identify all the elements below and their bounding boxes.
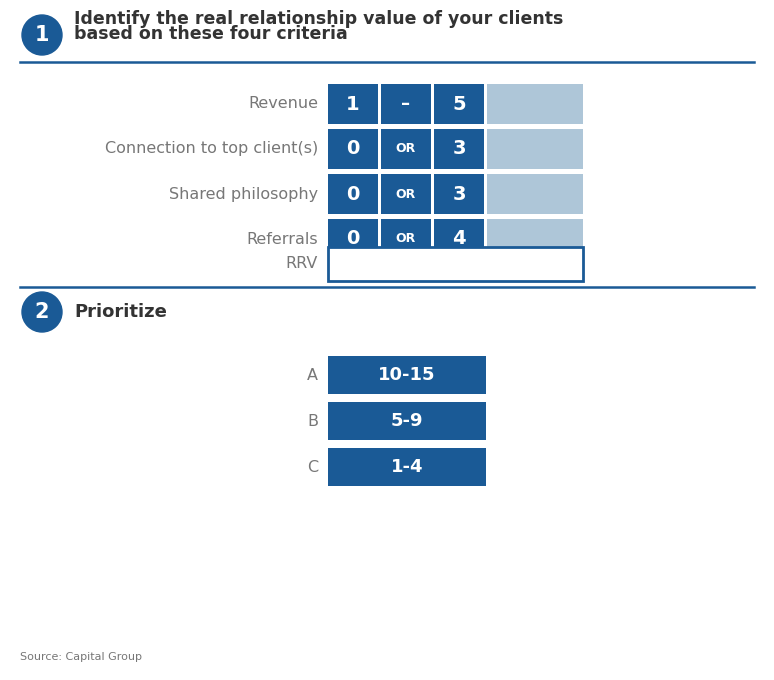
Text: 1: 1 [346, 95, 360, 114]
Bar [328, 219, 378, 259]
Bar [487, 129, 583, 169]
Text: Identify the real relationship value of your clients: Identify the real relationship value of … [74, 10, 563, 28]
Text: 0: 0 [346, 184, 360, 203]
Bar [381, 219, 431, 259]
Text: 4: 4 [452, 230, 466, 248]
Bar [381, 129, 431, 169]
Text: Source: Capital Group: Source: Capital Group [20, 652, 142, 662]
Text: Referrals: Referrals [246, 231, 318, 247]
Bar [434, 129, 484, 169]
Text: Connection to top client(s): Connection to top client(s) [104, 141, 318, 156]
Bar [434, 174, 484, 214]
Text: 3: 3 [452, 184, 466, 203]
Text: 3: 3 [452, 139, 466, 158]
Text: Shared philosophy: Shared philosophy [169, 186, 318, 201]
Bar [328, 84, 378, 124]
Bar [328, 402, 486, 440]
Bar [328, 448, 486, 486]
Bar [434, 84, 484, 124]
Text: 5-9: 5-9 [391, 412, 423, 430]
Text: 5: 5 [452, 95, 466, 114]
Text: 0: 0 [346, 139, 360, 158]
Bar [328, 247, 583, 281]
Text: OR: OR [396, 188, 416, 201]
Bar [328, 129, 378, 169]
Text: OR: OR [396, 233, 416, 245]
Text: 2: 2 [35, 302, 50, 322]
Text: A: A [307, 367, 318, 382]
Text: 1: 1 [35, 25, 50, 45]
Bar [328, 356, 486, 394]
Text: RRV: RRV [286, 256, 318, 271]
Bar [381, 84, 431, 124]
Circle shape [22, 292, 62, 332]
Text: OR: OR [396, 143, 416, 156]
Bar [487, 174, 583, 214]
Bar [328, 174, 378, 214]
Circle shape [22, 15, 62, 55]
Text: –: – [402, 95, 410, 113]
Text: Revenue: Revenue [248, 97, 318, 112]
Bar [487, 84, 583, 124]
Text: C: C [307, 460, 318, 475]
Bar [487, 219, 583, 259]
Text: B: B [307, 413, 318, 428]
Text: Prioritize: Prioritize [74, 303, 167, 321]
Text: 1-4: 1-4 [391, 458, 423, 476]
Text: 10-15: 10-15 [378, 366, 436, 384]
Text: based on these four criteria: based on these four criteria [74, 25, 348, 43]
Text: 0: 0 [346, 230, 360, 248]
Bar [434, 219, 484, 259]
Bar [381, 174, 431, 214]
